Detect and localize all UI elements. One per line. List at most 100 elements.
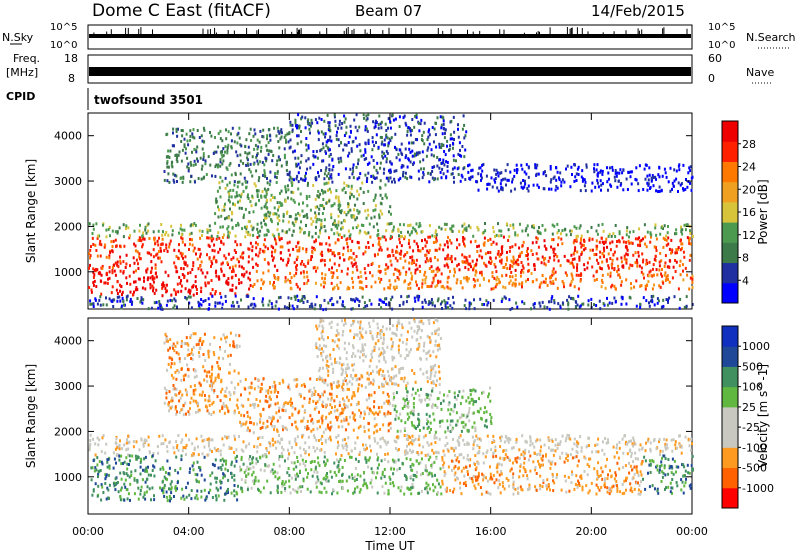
p0-cell [572, 265, 575, 269]
p0-cell [192, 223, 195, 227]
p0-cell [360, 154, 363, 158]
p0-cell [465, 307, 468, 311]
p0-cell [535, 240, 538, 244]
p0-cell [196, 257, 199, 261]
p0-cell [283, 305, 286, 309]
p0-cell [270, 220, 273, 224]
p0-cell [192, 264, 195, 268]
p0-cell [315, 295, 318, 299]
p0-cell [411, 255, 414, 259]
p0-cell [316, 156, 319, 160]
p0-cell [561, 280, 564, 283]
p0-cell [218, 301, 221, 305]
p0-cell [637, 254, 640, 258]
p1-cell [294, 439, 297, 443]
p0-cell [644, 163, 647, 167]
p0-cell [350, 297, 353, 301]
p0-cell [622, 240, 625, 244]
p1-cell [304, 460, 307, 463]
p0-cell [141, 234, 144, 238]
p0-cell [92, 281, 95, 284]
p0-cell [416, 294, 419, 298]
p1-cell [306, 487, 309, 491]
p1-cell [482, 452, 485, 456]
p0-cell [490, 260, 493, 264]
p0-cell [320, 118, 323, 121]
p0-cell [557, 259, 560, 263]
p0-cell [323, 218, 326, 222]
p1-cell [98, 469, 101, 473]
p0-cell [644, 235, 647, 239]
p0-cell [239, 243, 242, 247]
p1-cell [115, 454, 118, 457]
p0-cell [461, 286, 464, 290]
p0-cell [227, 252, 230, 256]
p0-cell [650, 233, 653, 237]
nsky-strip-frame [87, 24, 693, 50]
p0-cell [296, 305, 299, 309]
p1-cell [415, 459, 418, 463]
p0-cell [307, 146, 310, 150]
p0-cell [446, 276, 449, 280]
p0-cell [286, 160, 288, 164]
p1-cell [415, 475, 418, 479]
p0-cell [137, 262, 139, 266]
p0-cell [223, 254, 226, 258]
p0-cell [372, 209, 375, 213]
p0-cell [609, 257, 612, 261]
p0-cell [409, 127, 411, 131]
p0-cell [400, 231, 403, 234]
p1-cell [393, 439, 396, 443]
p0-cell [683, 223, 686, 227]
p1-cell [224, 435, 227, 439]
p1-cell [353, 490, 356, 494]
p0-cell [485, 174, 488, 178]
p0-cell [573, 251, 576, 255]
p0-cell [383, 152, 385, 156]
p1-cell [301, 458, 304, 462]
p1-cell [454, 446, 457, 450]
p0-colorbar-tick-label: 28 [742, 138, 756, 151]
p1-cell [166, 477, 168, 481]
p0-cell [119, 283, 121, 287]
p0-cell [543, 244, 546, 248]
p0-cell [430, 284, 433, 288]
p0-cell [494, 285, 497, 289]
p0-cell [625, 233, 628, 237]
p0-cell [442, 248, 445, 252]
p1-cell [431, 462, 434, 466]
p0-cell [600, 285, 603, 289]
p0-cell [225, 279, 228, 283]
p1-cell [547, 438, 550, 442]
p0-cell [132, 270, 135, 274]
p0-cell [610, 263, 613, 267]
p1-cell [522, 450, 525, 454]
p0-cell [181, 148, 184, 152]
p1-cell [137, 486, 140, 490]
p0-cell [479, 271, 481, 275]
p0-cell [430, 153, 433, 157]
freq-tick-top: 18 [64, 52, 78, 65]
p0-cell [188, 242, 191, 246]
p1-cell [460, 453, 463, 456]
p0-cell [404, 147, 407, 151]
p0-cell [443, 136, 446, 140]
p0-cell [129, 300, 132, 303]
p0-cell [374, 125, 377, 128]
p1-cell [486, 449, 489, 453]
p0-cell [376, 161, 379, 165]
p1-cell [190, 497, 193, 501]
p1-cell [424, 468, 427, 472]
p1-cell [105, 475, 108, 479]
p0-cell [217, 231, 220, 235]
p0-cell [297, 162, 300, 166]
p0-cell [618, 273, 621, 277]
p0-cell [525, 227, 528, 231]
p1-cell [569, 453, 572, 456]
p0-cell [92, 305, 95, 308]
p0-cell [624, 245, 627, 249]
p0-cell [671, 276, 674, 280]
p0-cell [90, 245, 92, 248]
p0-cell [97, 271, 100, 275]
p0-cell [143, 276, 145, 280]
